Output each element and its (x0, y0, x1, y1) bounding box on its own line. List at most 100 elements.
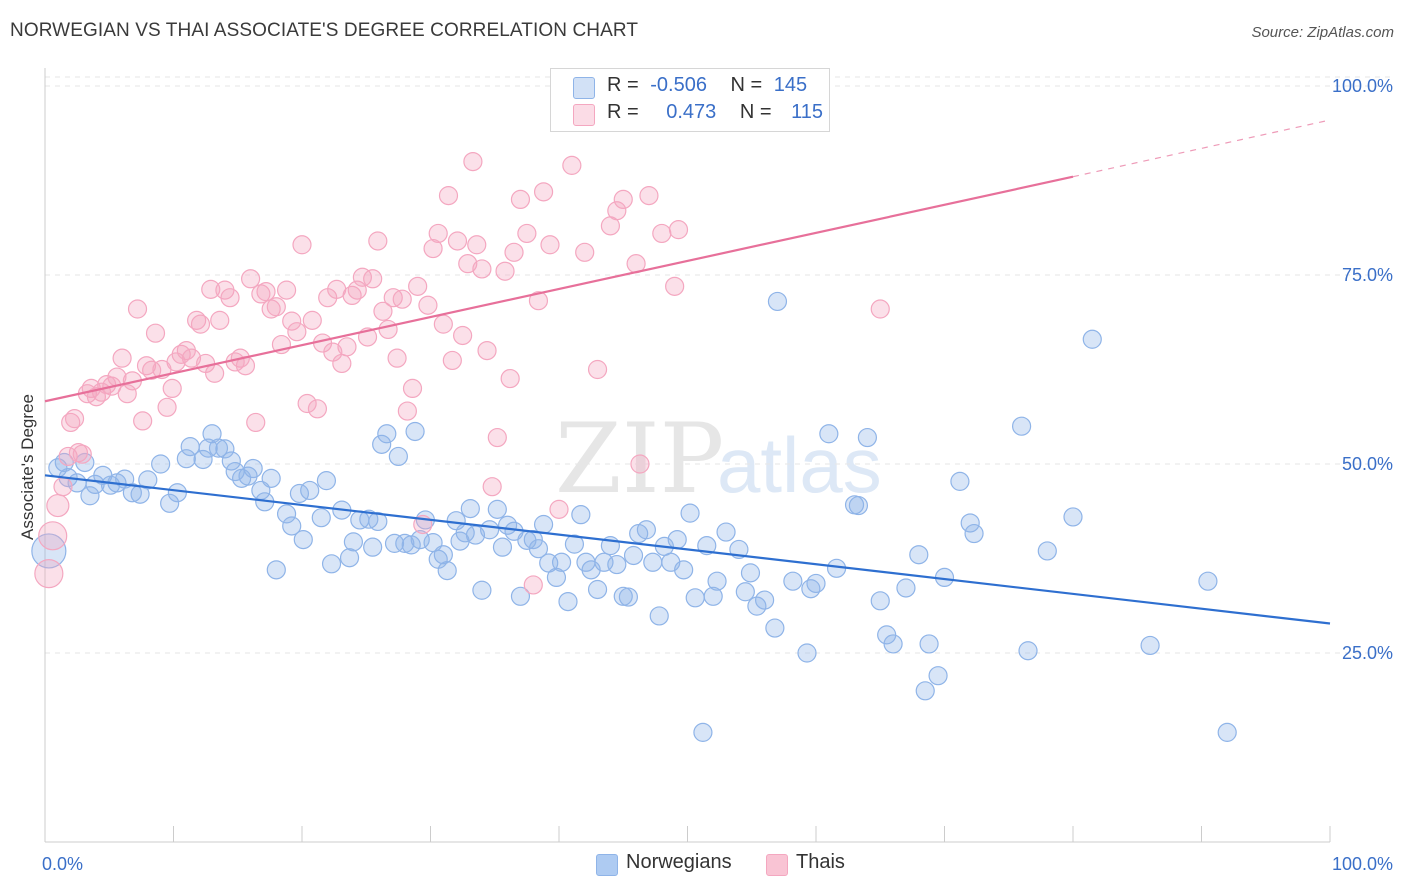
source-label: Source: ZipAtlas.com (1251, 24, 1394, 41)
data-point-norwegians (433, 545, 453, 565)
bottom-legend-label-thais: Thais (796, 851, 845, 873)
data-point-norwegians (300, 480, 320, 501)
data-point-norwegians (363, 537, 383, 557)
data-point-thais (630, 454, 650, 474)
data-point-thais (201, 279, 221, 299)
data-point-norwegians (437, 560, 457, 581)
data-point-norwegians (571, 505, 591, 525)
data-point-norwegians (754, 590, 775, 610)
data-point-norwegians (1063, 507, 1083, 527)
data-point-norwegians (243, 458, 263, 479)
data-point-thais (453, 325, 473, 346)
data-point-thais (562, 155, 582, 175)
legend-n-value: 115 (791, 101, 824, 123)
legend-r-label: R = (607, 74, 639, 96)
data-point-norwegians (783, 571, 803, 591)
data-point-norwegians (1140, 635, 1160, 656)
data-point-thais (256, 282, 276, 302)
legend-n-label: N = (730, 74, 763, 96)
data-point-norwegians (558, 591, 578, 612)
legend-swatch-norwegians (573, 77, 595, 99)
data-point-norwegians (801, 579, 821, 599)
data-point-norwegians (282, 516, 302, 536)
data-point-thais (668, 220, 689, 240)
data-point-thais (363, 269, 383, 289)
data-point-thais (46, 493, 70, 518)
data-point-norwegians (767, 291, 788, 312)
data-point-thais (504, 242, 524, 262)
data-point-thais (607, 201, 627, 221)
data-point-thais (58, 446, 78, 467)
y-tick-label: 75.0% (1342, 265, 1393, 285)
data-point-norwegians (618, 587, 638, 607)
data-point-norwegians (316, 471, 337, 491)
data-point-thais (352, 267, 372, 287)
data-point-thais (210, 310, 230, 330)
data-point-thais (282, 311, 302, 331)
data-point-norwegians (716, 522, 736, 542)
data-point-norwegians (198, 438, 218, 458)
data-point-norwegians (339, 548, 360, 568)
data-point-thais (438, 186, 459, 206)
data-point-norwegians (960, 513, 980, 533)
data-point-norwegians (395, 533, 415, 553)
data-point-norwegians (587, 579, 608, 600)
data-point-thais (171, 344, 191, 364)
data-point-thais (387, 348, 407, 368)
data-point-thais (287, 322, 307, 342)
data-point-thais (463, 152, 483, 172)
data-point-norwegians (546, 567, 567, 588)
y-axis-label: Associate's Degree (18, 394, 37, 540)
data-point-thais (458, 254, 478, 274)
data-point-norwegians (368, 511, 388, 532)
chart-title: NORWEGIAN VS THAI ASSOCIATE'S DEGREE COR… (10, 20, 639, 41)
data-point-norwegians (193, 449, 213, 470)
data-point-thais (220, 288, 240, 308)
data-point-norwegians (293, 529, 313, 550)
data-point-norwegians (649, 606, 669, 626)
data-point-thais (523, 575, 543, 595)
data-point-norwegians (276, 504, 297, 524)
data-point-norwegians (848, 495, 869, 516)
data-point-thais (190, 314, 211, 334)
data-point-norwegians (372, 434, 392, 454)
data-point-thais (187, 310, 207, 330)
data-point-thais (665, 276, 685, 296)
data-point-norwegians (480, 520, 500, 540)
data-point-norwegians (797, 643, 817, 663)
data-point-thais (72, 444, 92, 464)
data-point-norwegians (909, 545, 929, 565)
x-tick-label-max: 100.0% (1332, 854, 1393, 874)
data-point-norwegians (388, 446, 408, 467)
data-point-norwegians (528, 539, 549, 559)
data-point-norwegians (636, 520, 656, 540)
data-point-thais (495, 261, 515, 281)
watermark: ZIP atlas (555, 403, 882, 515)
data-point-norwegians (643, 552, 663, 572)
data-point-norwegians (674, 560, 694, 580)
data-point-thais (540, 235, 560, 255)
data-point-norwegians (377, 424, 397, 444)
data-point-norwegians (806, 573, 826, 594)
series-thais (34, 152, 890, 595)
data-point-thais (373, 301, 393, 321)
data-point-thais (442, 350, 462, 371)
data-point-thais (38, 521, 68, 551)
data-point-norwegians (883, 634, 903, 654)
data-point-thais (241, 269, 261, 289)
data-point-thais (418, 295, 438, 315)
data-point-norwegians (680, 503, 700, 523)
data-point-norwegians (1217, 722, 1237, 742)
data-point-norwegians (623, 545, 644, 566)
trendline-norwegians (44, 474, 1331, 625)
y-tick-label: 100.0% (1332, 76, 1393, 96)
data-point-thais (292, 235, 312, 255)
trendlines (44, 119, 1331, 625)
data-point-norwegians (151, 454, 171, 474)
data-point-thais (117, 384, 137, 404)
data-point-thais (510, 189, 531, 209)
data-point-thais (549, 499, 569, 519)
data-point-thais (142, 360, 162, 380)
data-point-norwegians (460, 499, 480, 519)
